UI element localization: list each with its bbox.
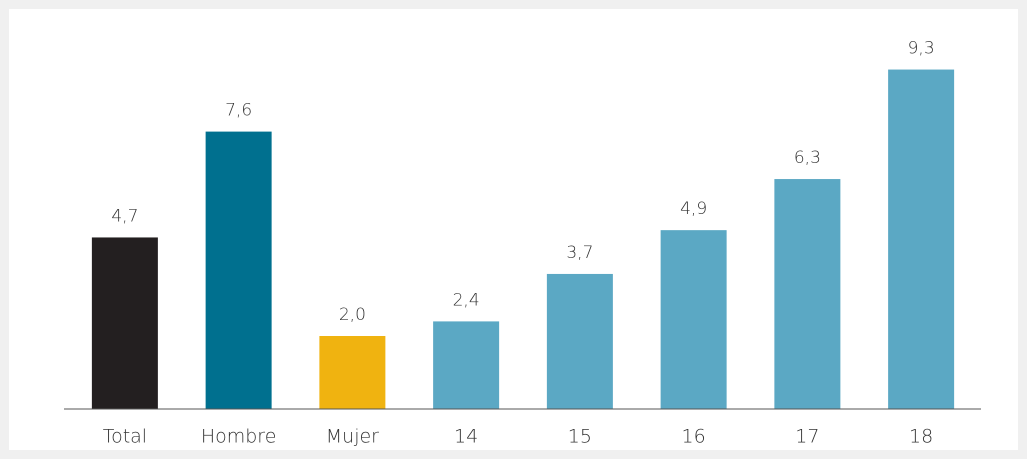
chart-panel	[9, 9, 1018, 450]
value-label: 7,6	[225, 101, 252, 121]
x-tick-label: Mujer	[326, 426, 379, 448]
bar	[888, 69, 955, 410]
bar	[205, 131, 272, 409]
value-label: 6,3	[794, 148, 821, 168]
value-label: 2,0	[339, 305, 366, 325]
bar	[660, 230, 727, 409]
bar	[774, 179, 841, 409]
x-tick-label: 16	[682, 426, 706, 448]
x-tick-label: 14	[454, 426, 478, 448]
value-label: 9,3	[908, 39, 935, 59]
x-tick-label: 15	[568, 426, 592, 448]
value-label: 2,4	[453, 290, 480, 310]
x-tick-label: 17	[795, 426, 819, 448]
bar	[91, 237, 158, 409]
bar	[546, 273, 613, 409]
value-label: 3,7	[566, 243, 593, 263]
value-label: 4,7	[111, 206, 138, 226]
bar	[319, 336, 386, 409]
x-tick-label: 18	[909, 426, 933, 448]
bar	[433, 321, 500, 409]
value-label: 4,9	[680, 199, 707, 219]
x-tick-label: Total	[103, 426, 147, 448]
x-tick-label: Hombre	[201, 426, 277, 448]
